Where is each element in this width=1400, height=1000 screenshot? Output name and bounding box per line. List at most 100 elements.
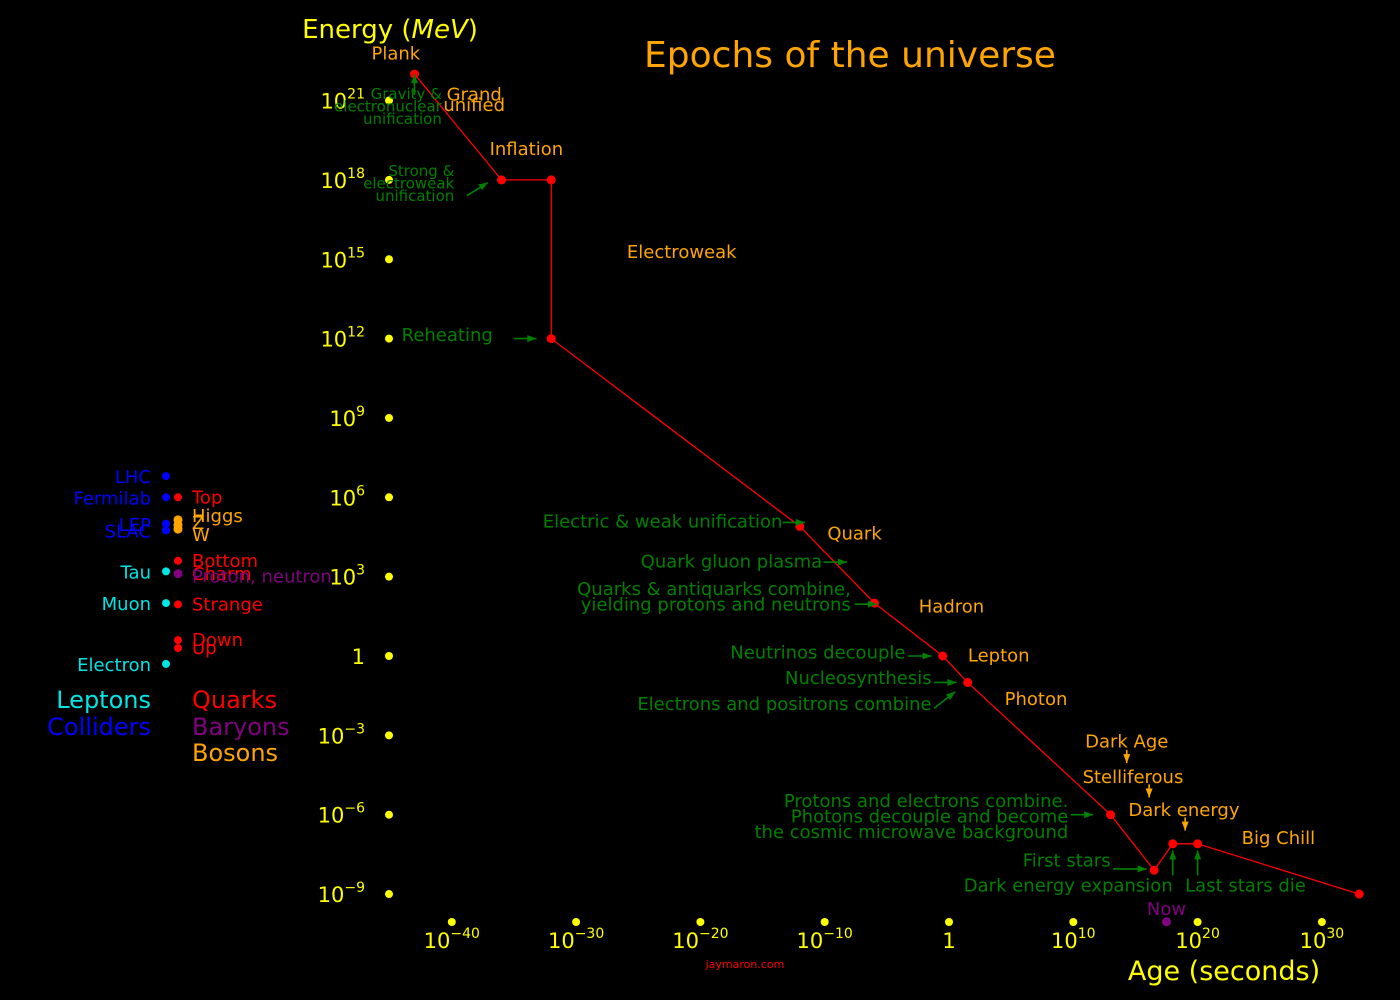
- baryon-label: Proton, neutron: [192, 567, 332, 588]
- y-tick-dot: [385, 810, 393, 819]
- x-tick-label: 1010: [1051, 926, 1096, 953]
- event-arrow-head: [1169, 850, 1177, 860]
- boson-label: Z: [192, 513, 204, 534]
- x-tick-dot: [1317, 918, 1326, 926]
- event-annotation: Quarks & antiquarks combine,yielding pro…: [577, 579, 877, 616]
- y-tick-dot: [385, 334, 393, 343]
- legend-entry: Quarks: [192, 686, 277, 714]
- quark-label: Top: [191, 487, 222, 508]
- series-point: [1168, 839, 1178, 849]
- epoch-label: Inflation: [490, 139, 564, 160]
- epoch-label: unified: [443, 95, 505, 116]
- event-label: Dark energy expansion: [964, 875, 1173, 896]
- y-tick-dot: [385, 255, 393, 264]
- series-point: [1193, 839, 1203, 849]
- series-point: [546, 334, 556, 344]
- y-tick-dot: [385, 731, 393, 740]
- event-annotation: Nucleosynthesis: [785, 668, 957, 689]
- event-arrow: [1113, 865, 1147, 873]
- event-label: Gravity &: [371, 85, 443, 103]
- legend-entry: Baryons: [192, 713, 290, 741]
- collider-dot: [162, 519, 170, 528]
- x-axis-label: Age (seconds): [1128, 956, 1320, 987]
- event-label: electroweak: [363, 174, 454, 192]
- epoch-label: Stelliferous: [1083, 767, 1184, 788]
- event-annotation: Protons and electrons combine.Photons de…: [754, 791, 1094, 843]
- boson-label: W: [192, 525, 210, 546]
- quark-label: Strange: [192, 594, 263, 615]
- x-tick-label: 10−40: [424, 926, 480, 953]
- event-label: electronuclear: [334, 98, 443, 116]
- boson-label: Higgs: [192, 506, 243, 527]
- collider-label: LEP: [119, 515, 151, 536]
- x-tick-label: 1030: [1300, 926, 1345, 953]
- event-annotation: First stars: [1023, 850, 1147, 873]
- event-annotation: Neutrinos decouple: [730, 643, 932, 664]
- x-tick-dot: [945, 918, 953, 926]
- lepton-label: Muon: [102, 594, 151, 615]
- legend-entry: Leptons: [56, 686, 151, 714]
- event-label: unification: [375, 187, 454, 205]
- event-arrow: [933, 691, 956, 709]
- y-tick-label: 10−6: [318, 801, 365, 828]
- x-tick-dot: [1193, 918, 1202, 926]
- x-tick-dot: [447, 918, 456, 926]
- y-tick-label: 1018: [320, 166, 365, 193]
- event-arrow: [782, 518, 805, 526]
- series-point: [1354, 889, 1364, 899]
- event-label: Photons decouple and become: [791, 806, 1069, 827]
- series-point: [938, 651, 948, 661]
- event-arrow-head: [411, 74, 419, 84]
- series-point: [1106, 810, 1116, 820]
- quark-dot: [174, 636, 182, 645]
- epoch-arrow: [1145, 784, 1153, 798]
- y-tick-label: 103: [329, 563, 365, 590]
- event-label: yielding protons and neutrons: [581, 595, 851, 616]
- event-arrow-head: [945, 691, 956, 701]
- event-arrow-head: [527, 335, 537, 343]
- legend-entry: Bosons: [192, 739, 278, 767]
- collider-label: SLAC: [105, 521, 151, 542]
- epoch-arrow: [1123, 749, 1131, 764]
- epoch-arrow-head: [1181, 821, 1189, 831]
- event-arrow-head: [1194, 850, 1202, 860]
- event-label: the cosmic microwave background: [754, 822, 1068, 843]
- lepton-dot: [162, 599, 170, 608]
- event-annotation: Reheating: [402, 325, 537, 346]
- quark-label: Charm: [192, 564, 252, 585]
- baryon-dot: [173, 569, 183, 579]
- y-tick-label: 109: [329, 404, 365, 431]
- epoch-label: Quark: [827, 524, 882, 545]
- event-label: Protons and electrons combine.: [784, 791, 1068, 812]
- event-label: Last stars die: [1185, 875, 1306, 896]
- x-tick-label: 1020: [1175, 926, 1220, 953]
- x-tick-dot: [820, 918, 829, 926]
- quark-dot: [174, 600, 182, 609]
- x-tick-dot: [572, 918, 581, 926]
- epoch-label: Plank: [372, 44, 421, 65]
- event-label: Reheating: [402, 325, 493, 346]
- event-arrow-head: [922, 652, 932, 660]
- event-label: Quarks & antiquarks combine,: [577, 579, 851, 600]
- event-arrow: [1070, 811, 1094, 819]
- y-tick-label: 106: [329, 483, 365, 510]
- collider-dot: [162, 472, 170, 481]
- y-axis-label: Energy (MeV): [302, 15, 478, 45]
- data-series: [410, 69, 1364, 927]
- quark-label: Down: [192, 630, 243, 651]
- event-label: Electrons and positrons combine: [637, 694, 931, 715]
- y-tick-dot: [385, 175, 393, 184]
- epoch-label: Grand: [447, 85, 502, 106]
- quark-dot: [174, 493, 182, 502]
- epoch-arrow-head: [1145, 788, 1153, 798]
- event-arrow: [1169, 850, 1177, 876]
- event-arrow-head: [478, 182, 488, 191]
- y-tick-label: 10−3: [318, 721, 365, 748]
- event-label: First stars: [1023, 850, 1111, 871]
- chart-title: Epochs of the universe: [644, 35, 1056, 76]
- y-tick-label: 1021: [320, 87, 365, 114]
- event-annotation: Quark gluon plasma: [641, 551, 848, 572]
